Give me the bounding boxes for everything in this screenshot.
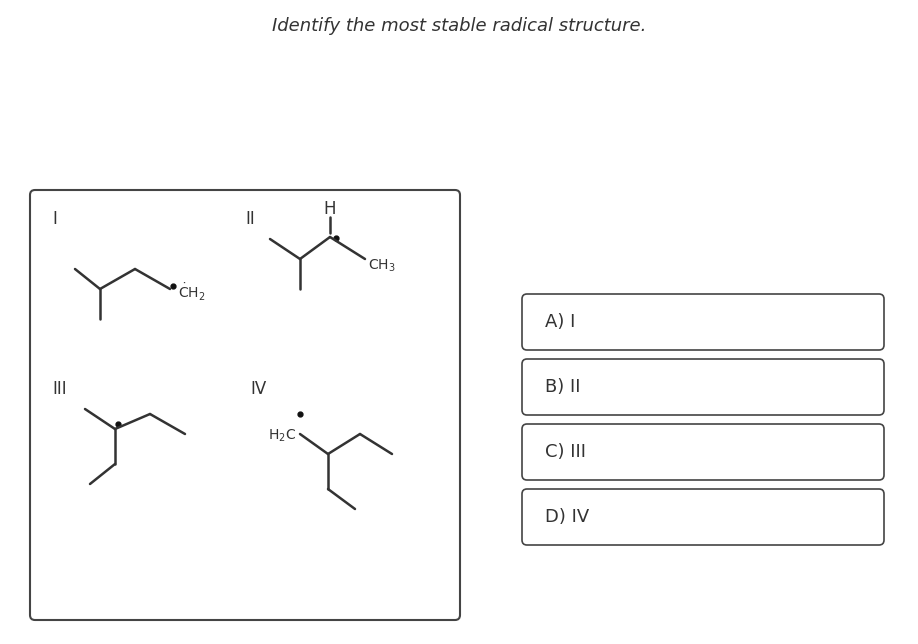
Text: D) IV: D) IV <box>545 508 589 526</box>
FancyBboxPatch shape <box>522 424 884 480</box>
Text: $\mathdefault{H_2C}$: $\mathdefault{H_2C}$ <box>268 428 297 444</box>
FancyBboxPatch shape <box>522 359 884 415</box>
Text: $\mathdefault{\dot{C}H_2}$: $\mathdefault{\dot{C}H_2}$ <box>178 281 206 303</box>
Text: B) II: B) II <box>545 378 580 396</box>
FancyBboxPatch shape <box>30 190 460 620</box>
FancyBboxPatch shape <box>522 489 884 545</box>
FancyBboxPatch shape <box>522 294 884 350</box>
Text: Identify the most stable radical structure.: Identify the most stable radical structu… <box>272 17 646 35</box>
Text: III: III <box>52 380 67 398</box>
Text: A) I: A) I <box>545 313 576 331</box>
Text: I: I <box>52 210 57 228</box>
Text: $\mathdefault{CH_3}$: $\mathdefault{CH_3}$ <box>368 258 396 274</box>
Text: II: II <box>245 210 255 228</box>
Text: C) III: C) III <box>545 443 586 461</box>
Text: H: H <box>324 200 336 218</box>
Text: IV: IV <box>250 380 266 398</box>
